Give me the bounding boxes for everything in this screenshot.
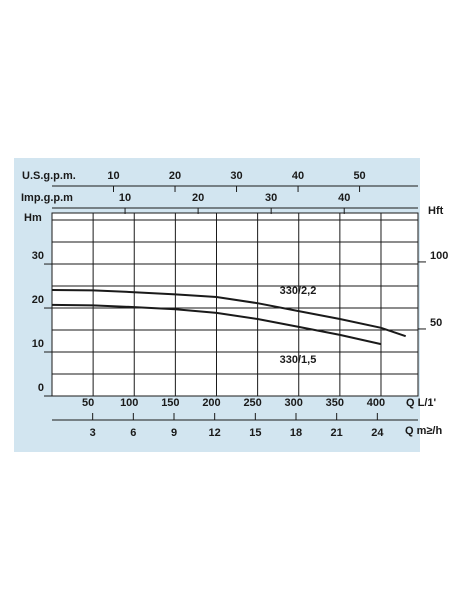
top-axis-tick-label: 10: [107, 170, 119, 182]
bottom-axis-tick-label: 12: [209, 427, 221, 439]
top-axis-tick-label: 10: [119, 192, 131, 204]
top-axis-tick-label: 20: [169, 170, 181, 182]
x-tick-label: 150: [161, 397, 179, 409]
bottom-axis-tick-label: 15: [249, 427, 261, 439]
x-tick-label: 300: [285, 397, 303, 409]
top-axis-tick-label: 30: [265, 192, 277, 204]
y2-axis-label: Hft: [428, 205, 444, 217]
top-axis-tick-label: 40: [292, 170, 304, 182]
top-axis-tick-label: 30: [230, 170, 242, 182]
x-axis-label: Q L/1': [406, 397, 437, 409]
x-tick-label: 350: [326, 397, 344, 409]
x-tick-label: 400: [367, 397, 385, 409]
bottom-axis-tick-label: 3: [90, 427, 96, 439]
x-tick-label: 100: [120, 397, 138, 409]
x2-axis-label: Q m≥/h: [405, 425, 442, 437]
y-tick-label: 20: [32, 294, 44, 306]
bottom-axis-tick-label: 9: [171, 427, 177, 439]
y2-tick-label: 100: [430, 250, 448, 262]
plot-area: [51, 212, 419, 397]
top-axis-tick-label: 40: [338, 192, 350, 204]
bottom-axis-tick-label: 6: [130, 427, 136, 439]
top-axis-label: U.S.g.p.m.: [22, 170, 76, 182]
y-tick-label: 0: [38, 382, 44, 394]
y2-tick-label: 50: [430, 317, 442, 329]
x-tick-label: 200: [202, 397, 220, 409]
curve: [51, 289, 407, 338]
bottom-axis-tick-label: 21: [331, 427, 343, 439]
top-axis-tick-label: 20: [192, 192, 204, 204]
y-tick-label: 10: [32, 338, 44, 350]
curve: [51, 303, 382, 346]
bottom-axis-tick-label: 18: [290, 427, 302, 439]
top-axis-tick-label: 50: [353, 170, 365, 182]
x-tick-label: 50: [82, 397, 94, 409]
x-tick-label: 250: [243, 397, 261, 409]
y-tick-label: 30: [32, 250, 44, 262]
y-axis-label: Hm: [24, 212, 42, 224]
bottom-axis-tick-label: 24: [371, 427, 384, 439]
curve-label: 330/1,5: [280, 354, 317, 366]
curve-label: 330/2,2: [280, 285, 317, 297]
top-axis-label: Imp.g.p.m: [21, 192, 73, 204]
